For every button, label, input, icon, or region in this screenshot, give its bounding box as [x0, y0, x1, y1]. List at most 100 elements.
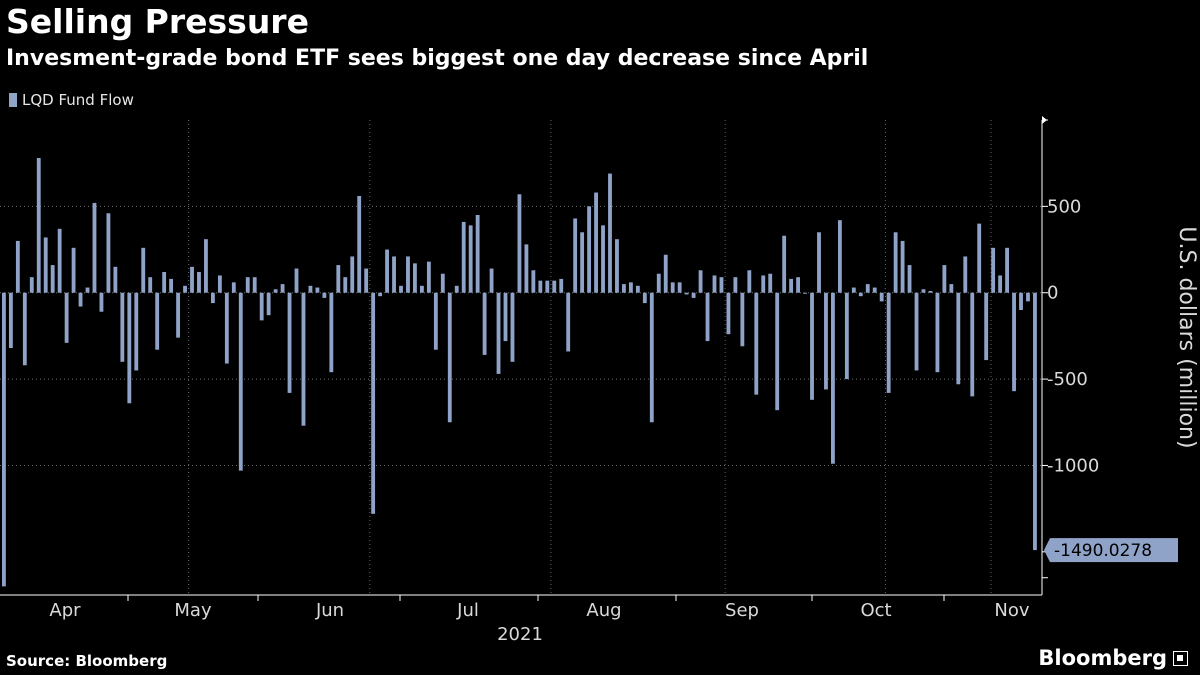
bar [155, 292, 160, 350]
bar [92, 202, 97, 293]
bloomberg-logo-text: Bloomberg [1038, 646, 1167, 670]
bar [921, 289, 926, 293]
bar [385, 249, 389, 293]
last-value-label: -1490.0278 [1054, 541, 1152, 561]
bar [705, 292, 710, 342]
bar [545, 280, 550, 293]
bar [914, 292, 919, 371]
x-tick-label: Oct [860, 600, 891, 621]
bar [517, 194, 522, 293]
bar [628, 282, 633, 293]
bar [851, 287, 856, 293]
bar [977, 223, 982, 293]
legend: LQD Fund Flow [9, 91, 134, 109]
x-tick-label: Jul [456, 600, 479, 621]
bar [524, 244, 529, 293]
bar [343, 277, 348, 293]
bar [315, 287, 320, 293]
bar [963, 256, 968, 293]
bar [259, 292, 264, 321]
callout-box [1050, 538, 1178, 563]
bar [71, 247, 76, 293]
bar [886, 292, 891, 393]
bar [433, 292, 438, 350]
bar [134, 292, 139, 371]
bar [447, 292, 452, 423]
bar [844, 292, 849, 380]
bar [594, 192, 598, 293]
bar [580, 232, 585, 293]
bar [371, 292, 376, 514]
bar [29, 277, 34, 293]
bar [810, 292, 814, 400]
bar [761, 275, 766, 293]
x-tick-label: Nov [994, 600, 1029, 621]
bar [169, 278, 174, 293]
bar [531, 270, 536, 293]
bar [468, 225, 473, 293]
bar [364, 268, 369, 293]
bar [482, 292, 487, 355]
bar [399, 285, 403, 293]
bar [573, 218, 578, 293]
bar [656, 273, 661, 293]
bar [984, 292, 989, 361]
bar [782, 235, 787, 293]
bar [608, 173, 612, 293]
bar [622, 284, 626, 293]
bar [559, 278, 564, 293]
bar [64, 292, 69, 343]
bar [872, 287, 877, 293]
bar [893, 232, 898, 293]
bloomberg-logo-icon [1173, 650, 1188, 666]
bar [190, 266, 194, 293]
bar [301, 292, 306, 426]
bar [831, 292, 835, 464]
chart-title: Selling Pressure [6, 2, 309, 41]
bar [865, 284, 870, 293]
bar [615, 239, 619, 293]
bar [78, 292, 83, 307]
bar [496, 292, 501, 374]
bar [141, 247, 146, 293]
bar [1026, 292, 1030, 302]
bar [224, 292, 229, 364]
bar [106, 213, 111, 293]
bar [392, 256, 396, 293]
bar [127, 292, 132, 404]
bar [489, 268, 494, 293]
bar [949, 284, 954, 293]
bar [475, 215, 480, 293]
bar [238, 292, 243, 471]
x-tick-label: Aug [586, 600, 621, 621]
bar [357, 196, 362, 293]
bar [350, 256, 355, 293]
bar [294, 268, 299, 293]
bar [162, 272, 167, 293]
bar [970, 292, 975, 397]
y-axis-title: U.S. dollars (million) [1174, 226, 1199, 448]
bar [733, 277, 738, 293]
bar [907, 265, 912, 293]
bar [942, 265, 947, 293]
bar [43, 237, 48, 293]
bar [378, 292, 383, 297]
bar [148, 277, 153, 293]
x-tick-label: Apr [49, 600, 81, 621]
bar [406, 256, 410, 293]
bar [503, 292, 508, 342]
bar [197, 272, 201, 293]
bar [998, 275, 1003, 293]
bar [8, 292, 13, 348]
bar [252, 277, 257, 293]
bar [817, 232, 821, 293]
bar [726, 292, 731, 335]
bar [22, 292, 27, 366]
bar [183, 285, 187, 293]
bar [712, 275, 717, 293]
bar [510, 292, 515, 362]
bar [36, 158, 41, 293]
bar [566, 292, 571, 352]
source-note: Source: Bloomberg [6, 652, 168, 670]
bar [57, 228, 62, 293]
